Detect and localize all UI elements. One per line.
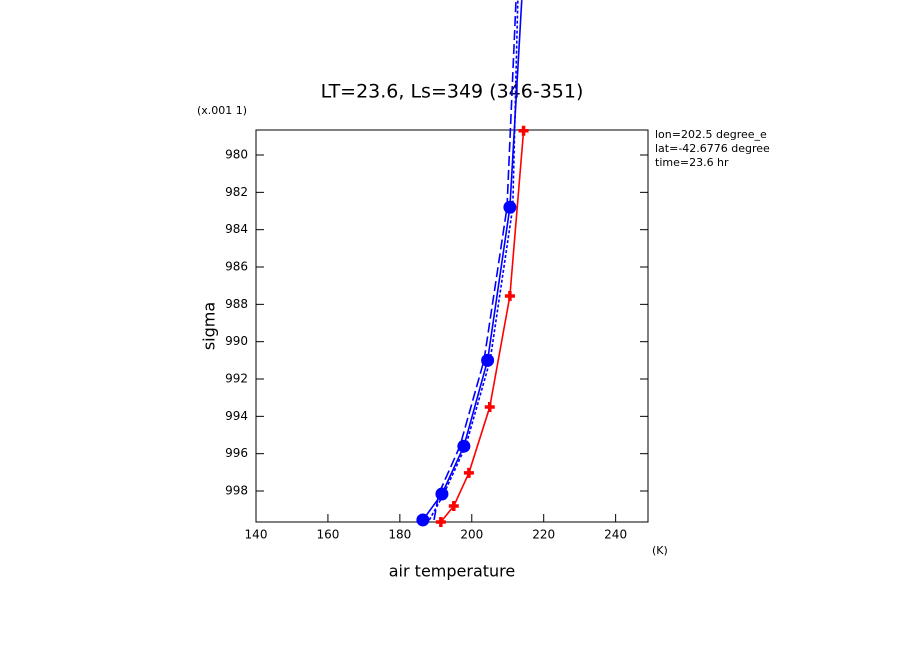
y-tick-label: 984 <box>225 222 248 236</box>
plot-frame <box>255 129 649 523</box>
y-tick-label: 998 <box>225 484 248 498</box>
series-line <box>433 0 517 521</box>
y-unit: (x.001 1) <box>197 104 247 117</box>
point-marker <box>503 200 517 214</box>
annotation: lat=-42.6776 degree <box>655 142 770 155</box>
x-tick-label: 160 <box>316 528 339 542</box>
point-marker <box>463 467 474 478</box>
point-marker <box>518 125 529 136</box>
y-tick-label: 994 <box>225 409 248 423</box>
y-axis-label: sigma <box>200 302 219 350</box>
y-tick-label: 982 <box>225 185 248 199</box>
x-tick-label: 200 <box>460 528 483 542</box>
annotation: time=23.6 hr <box>655 156 729 169</box>
chart-title: LT=23.6, Ls=349 (346-351) <box>321 81 584 103</box>
x-tick-label: 180 <box>388 528 411 542</box>
x-unit: (K) <box>652 544 668 557</box>
point-marker <box>435 517 446 527</box>
x-tick-label: 220 <box>532 528 555 542</box>
x-axis-label: air temperature <box>389 562 515 581</box>
y-tick-label: 988 <box>225 297 248 311</box>
x-tick-label: 140 <box>245 528 268 542</box>
y-tick-label: 986 <box>225 260 248 274</box>
y-tick-label: 992 <box>225 372 248 386</box>
x-tick-label: 240 <box>604 528 627 542</box>
y-tick-label: 996 <box>225 446 248 460</box>
y-tick-label: 980 <box>225 148 248 162</box>
point-marker <box>416 513 430 527</box>
series-line <box>422 0 523 521</box>
point-marker <box>504 290 515 301</box>
point-marker <box>484 402 495 413</box>
series-line <box>428 0 519 521</box>
series-line <box>440 130 525 523</box>
point-marker <box>448 500 459 511</box>
y-tick-label: 990 <box>225 334 248 348</box>
annotation: lon=202.5 degree_e <box>655 128 767 141</box>
